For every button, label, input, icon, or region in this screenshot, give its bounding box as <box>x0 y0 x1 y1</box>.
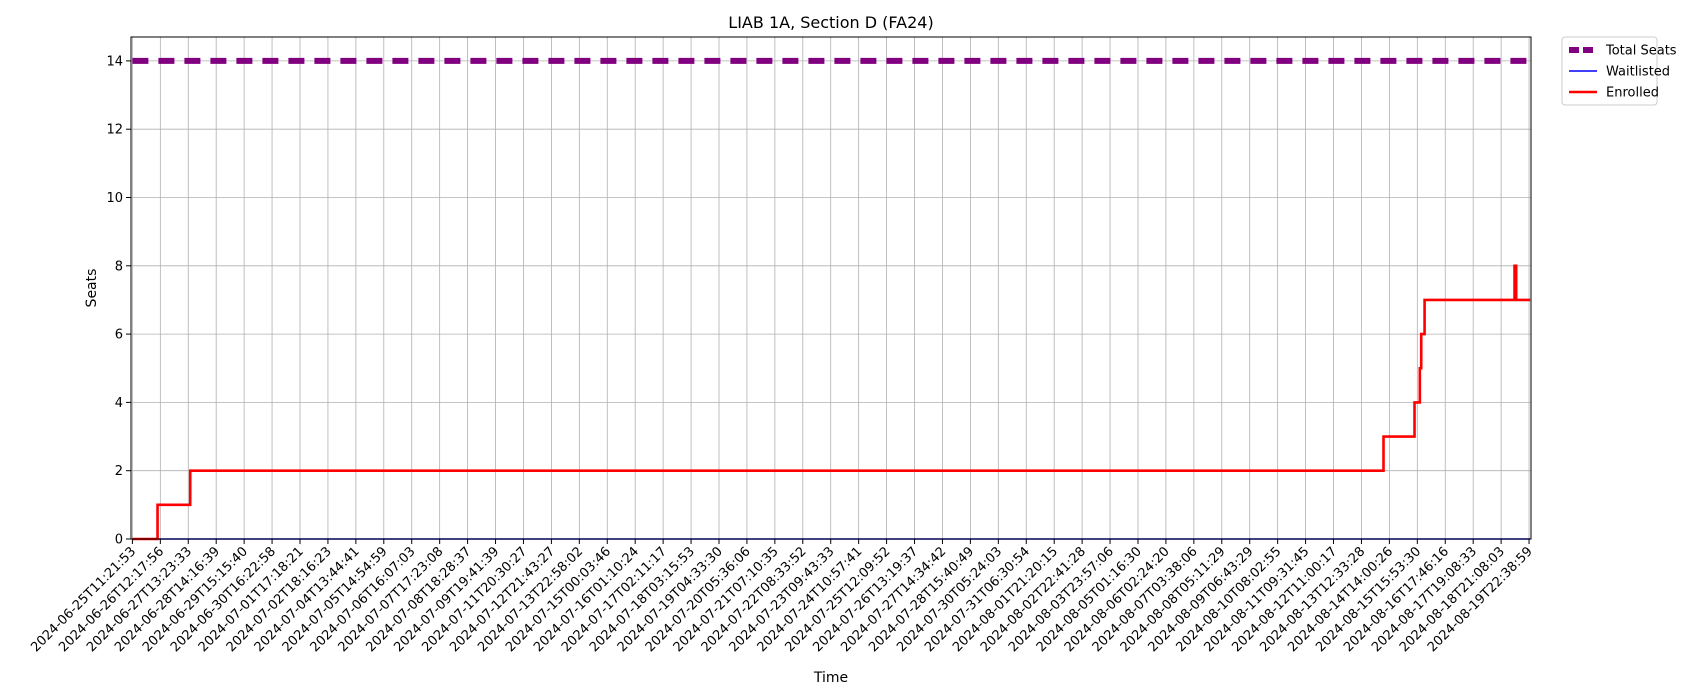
chart-title: LIAB 1A, Section D (FA24) <box>728 13 933 32</box>
series-lines <box>132 57 1531 541</box>
series-line-enrolled <box>132 264 1531 541</box>
legend-label: Enrolled <box>1606 86 1659 101</box>
grid <box>131 37 1531 540</box>
x-axis: 2024-06-25T11:21:532024-06-26T12:17:5620… <box>28 539 1536 655</box>
y-axis-title: Seats <box>84 269 100 308</box>
legend-label: Waitlisted <box>1606 65 1670 80</box>
legend-label: Total Seats <box>1605 44 1677 59</box>
y-tick-label: 0 <box>115 533 123 548</box>
y-axis: 0 2 4 6 8 10 12 14 <box>106 54 131 548</box>
y-tick-label: 2 <box>115 464 123 479</box>
y-tick-label: 8 <box>115 259 123 274</box>
legend-box <box>1561 36 1658 106</box>
legend: Total Seats Waitlisted Enrolled <box>1561 36 1677 106</box>
y-tick-label: 4 <box>115 396 123 411</box>
y-tick-label: 12 <box>106 123 123 138</box>
y-tick-label: 10 <box>106 191 123 206</box>
y-tick-label: 14 <box>106 54 123 69</box>
x-axis-title: Time <box>813 670 848 686</box>
y-tick-label: 6 <box>115 328 123 343</box>
